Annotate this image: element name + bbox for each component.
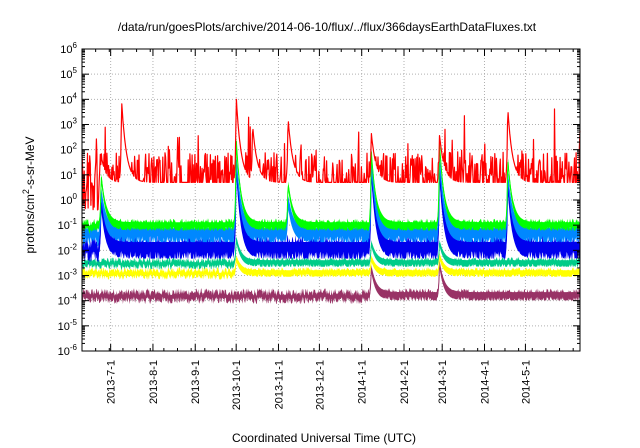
x-tick-label: 2014-4-1 bbox=[479, 360, 491, 404]
y-tick-label: 102 bbox=[60, 142, 77, 157]
y-tick-label: 10-3 bbox=[58, 268, 78, 283]
y-tick-label: 100 bbox=[60, 192, 77, 207]
y-tick-label: 10-4 bbox=[58, 293, 78, 308]
chart-title: /data/run/goesPlots/archive/2014-06-10/f… bbox=[118, 20, 537, 34]
flux-series bbox=[81, 98, 581, 211]
x-ticks: 2013-7-1 2013-8-1 2013-9-1 2013-10-1 2013-11… bbox=[81, 49, 574, 410]
x-tick-label: 2013-12-1 bbox=[314, 360, 326, 410]
x-tick-label: 2014-3-1 bbox=[437, 360, 449, 404]
flux-lines bbox=[81, 98, 581, 301]
flux-series bbox=[81, 263, 581, 301]
flux-series bbox=[81, 255, 581, 277]
y-tick-label: 10-5 bbox=[58, 318, 78, 333]
x-tick-label: 2014-5-1 bbox=[520, 360, 532, 404]
y-tick-label: 104 bbox=[60, 91, 77, 106]
x-tick-label: 2014-1-1 bbox=[357, 360, 369, 404]
y-tick-label: 10-6 bbox=[58, 343, 78, 358]
y-axis-label: protons/cm2-s-sr-MeV bbox=[21, 136, 37, 253]
x-tick-label: 2014-2-1 bbox=[399, 360, 411, 404]
flux-band bbox=[82, 137, 580, 235]
y-tick-label: 106 bbox=[60, 41, 77, 56]
y-tick-label: 103 bbox=[60, 117, 77, 132]
x-tick-label: 2013-9-1 bbox=[190, 360, 202, 404]
x-tick-label: 2013-7-1 bbox=[106, 360, 118, 404]
grid bbox=[82, 49, 580, 351]
flux-series bbox=[81, 166, 580, 259]
y-tick-label: 101 bbox=[60, 167, 77, 182]
x-tick-label: 2013-8-1 bbox=[148, 360, 160, 404]
flux-series bbox=[81, 160, 581, 242]
y-tick-label: 10-2 bbox=[58, 242, 78, 257]
flux-series bbox=[81, 238, 581, 267]
x-tick-label: 2013-11-1 bbox=[273, 360, 285, 409]
y-tick-label: 10-1 bbox=[58, 217, 78, 232]
x-tick-label: 2013-10-1 bbox=[231, 360, 243, 410]
y-tick-label: 105 bbox=[60, 66, 77, 81]
flux-band bbox=[82, 158, 580, 267]
y-ticks: 10-6 10-5 10-4 10-3 10-2 10-1 100 101 102 103 104 1… bbox=[58, 41, 580, 358]
x-axis-label: Coordinated Universal Time (UTC) bbox=[232, 431, 416, 445]
flux-series bbox=[81, 140, 581, 231]
